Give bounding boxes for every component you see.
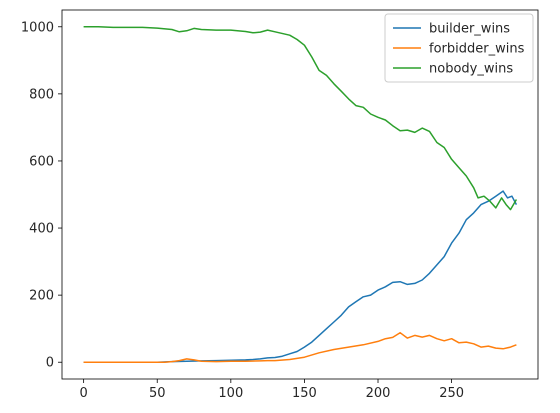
- y-tick-label: 800: [29, 87, 54, 102]
- x-tick-label: 50: [149, 386, 166, 401]
- plot-frame: [61, 9, 539, 380]
- y-tick-label: 0: [46, 356, 54, 371]
- x-tick-label: 100: [218, 386, 243, 401]
- y-tick-label: 600: [29, 154, 54, 169]
- y-axis: 0 200 400 600 800 1000: [21, 20, 62, 371]
- plot-area: [61, 9, 539, 380]
- y-tick-label: 200: [29, 289, 54, 304]
- series-layer: [83, 26, 518, 363]
- legend-label: forbidder_wins: [429, 42, 525, 57]
- x-tick-label: 0: [79, 386, 87, 401]
- legend: builder_wins forbidder_wins nobody_wins: [384, 13, 534, 83]
- series-line-forbidder-wins: [83, 331, 517, 363]
- y-tick-label: 1000: [21, 20, 54, 35]
- x-tick-label: 250: [439, 386, 464, 401]
- x-axis: 0 50 100 150 200 250: [79, 379, 464, 401]
- x-tick-label: 200: [366, 386, 391, 401]
- y-tick-label: 400: [29, 222, 54, 237]
- legend-label: nobody_wins: [429, 62, 513, 77]
- legend-label: builder_wins: [429, 22, 510, 37]
- series-line-nobody-wins: [83, 26, 518, 211]
- legend-box: [384, 13, 534, 83]
- x-tick-label: 150: [292, 386, 317, 401]
